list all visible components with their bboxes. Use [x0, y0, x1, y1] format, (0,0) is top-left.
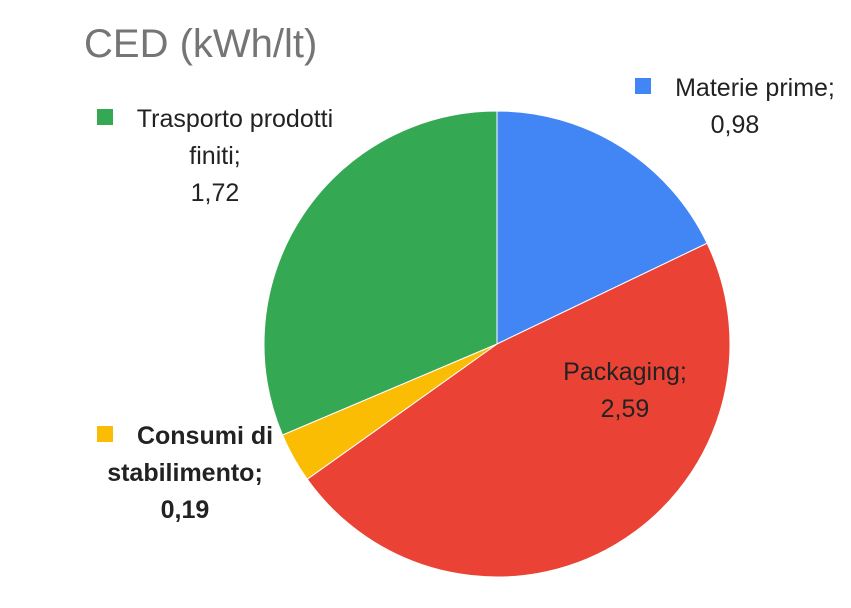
slice-label: Packaging; 2,59 — [510, 354, 740, 428]
category-label: Consumi di stabilimento; — [107, 422, 274, 487]
slice-label: Consumi di stabilimento; 0,19 — [40, 418, 330, 529]
value-label: 0,19 — [160, 496, 210, 524]
legend-swatch — [635, 78, 652, 94]
pie-slice — [263, 110, 498, 436]
pie-slice — [306, 242, 731, 578]
value-label: 1,72 — [190, 179, 240, 207]
pie-slice — [496, 110, 708, 345]
category-label: Materie prime; — [675, 74, 835, 102]
value-label: 2,59 — [600, 395, 650, 423]
slice-label: Trasporto prodotti finiti; 1,72 — [90, 101, 340, 212]
legend-swatch — [96, 109, 113, 125]
value-label: 0,98 — [710, 111, 760, 139]
category-label: Trasporto prodotti finiti; — [136, 105, 334, 170]
chart-title: CED (kWh/lt) — [84, 22, 318, 66]
category-label: Packaging; — [563, 358, 687, 386]
slice-label: Materie prime; 0,98 — [610, 70, 851, 144]
legend-swatch — [96, 426, 113, 442]
